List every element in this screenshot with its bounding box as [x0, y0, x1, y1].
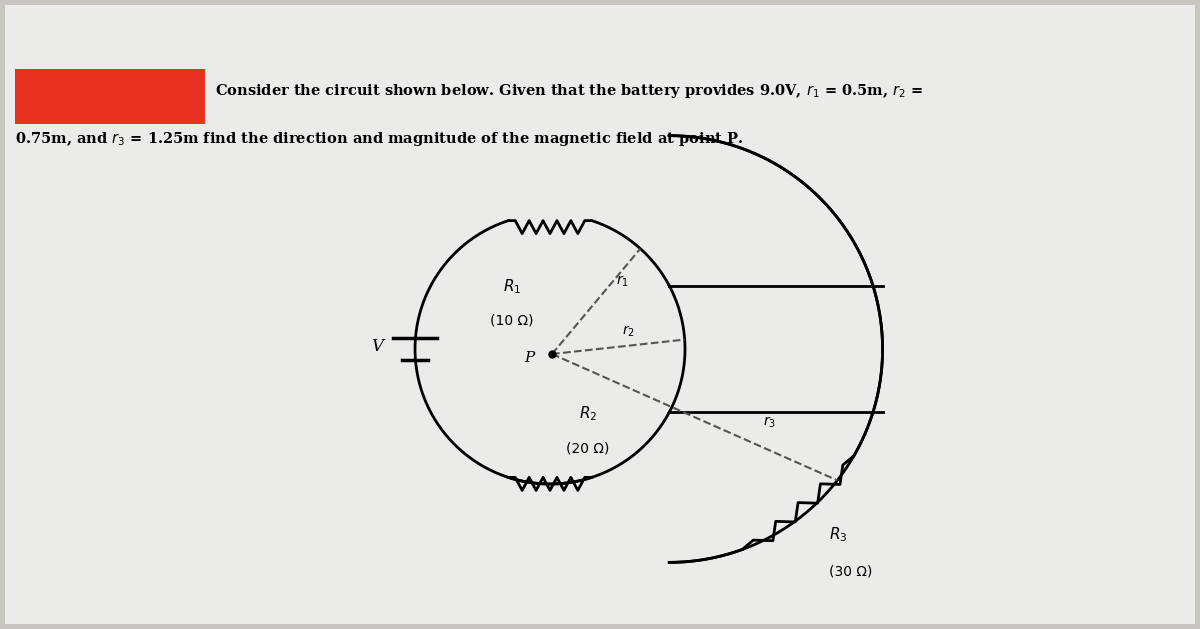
Text: (20 Ω): (20 Ω): [566, 442, 610, 456]
Text: 0.75m, and $r_3$ = 1.25m find the direction and magnitude of the magnetic field : 0.75m, and $r_3$ = 1.25m find the direct…: [14, 130, 743, 148]
FancyBboxPatch shape: [14, 69, 205, 124]
Text: V: V: [371, 338, 383, 355]
Text: Consider the circuit shown below. Given that the battery provides 9.0V, $r_1$ = : Consider the circuit shown below. Given …: [215, 82, 923, 100]
Text: $R_2$: $R_2$: [578, 404, 598, 423]
Text: P: P: [524, 351, 534, 365]
FancyBboxPatch shape: [5, 5, 1195, 624]
Text: $r_2$: $r_2$: [622, 324, 635, 340]
Text: $r_1$: $r_1$: [616, 274, 629, 289]
Text: (10 Ω): (10 Ω): [491, 314, 534, 328]
Text: $R_1$: $R_1$: [503, 277, 521, 296]
Text: $R_3$: $R_3$: [829, 525, 847, 543]
Text: (30 Ω): (30 Ω): [829, 564, 872, 578]
Text: $r_3$: $r_3$: [763, 415, 776, 430]
